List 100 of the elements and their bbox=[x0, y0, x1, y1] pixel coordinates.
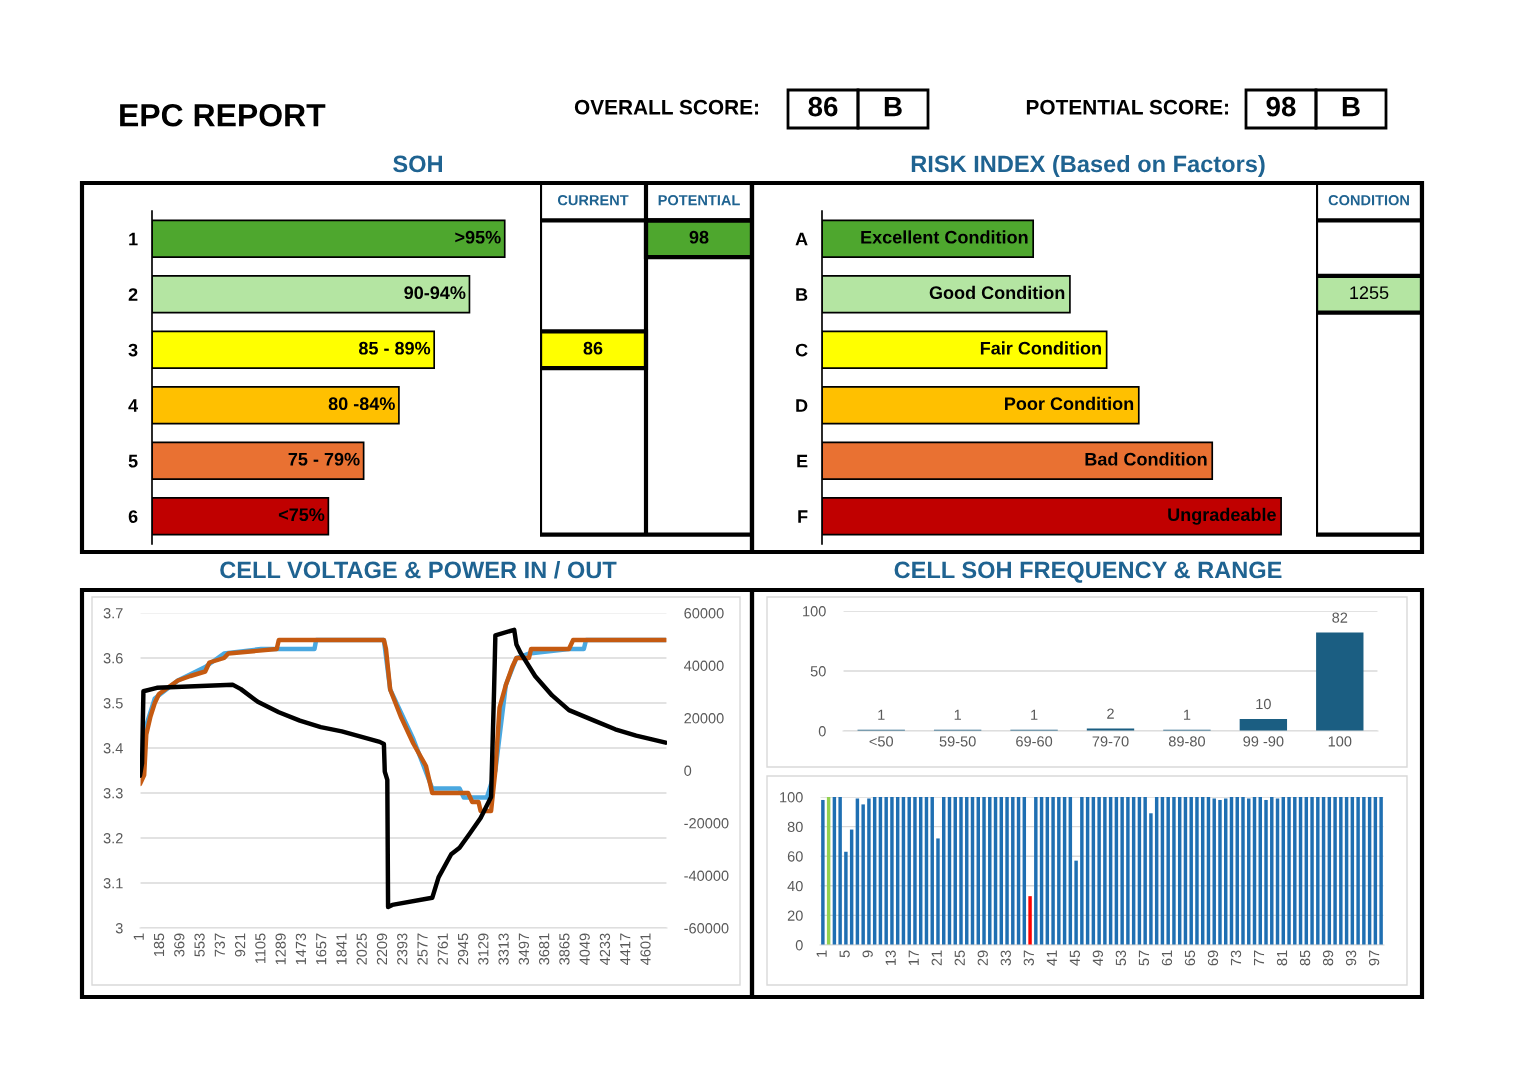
x-tick-label: 21 bbox=[931, 950, 942, 966]
y-tick-label: 2 bbox=[128, 288, 138, 301]
x-tick-label: 3497 bbox=[518, 933, 530, 965]
x-tick-label: 1289 bbox=[275, 933, 286, 965]
x-tick-label: 3681 bbox=[538, 933, 550, 965]
y-tick-label: D bbox=[796, 399, 808, 412]
text: B bbox=[884, 97, 902, 117]
y-tick-label: B bbox=[796, 288, 808, 301]
x-tick-label: 9 bbox=[862, 950, 873, 958]
x-tick-label: 79-70 bbox=[1092, 736, 1129, 747]
x-tick-label: 2393 bbox=[397, 933, 408, 965]
x-tick-label: 921 bbox=[234, 933, 246, 957]
x-tick-label: 57 bbox=[1138, 950, 1150, 966]
annotation: 90-94% bbox=[404, 286, 466, 300]
y-tick-label: 5 bbox=[128, 454, 138, 468]
text: 1255 bbox=[1350, 286, 1389, 300]
y-tick-label: 3.5 bbox=[103, 698, 123, 709]
x-tick-label: 33 bbox=[1000, 950, 1011, 966]
y-tick-label: 3.3 bbox=[103, 788, 123, 799]
y-tick-label: 60 bbox=[787, 851, 803, 862]
y2-tick-label: 40000 bbox=[684, 660, 724, 671]
y-tick-label: 50 bbox=[810, 666, 826, 677]
y-tick-label: 3.6 bbox=[103, 653, 123, 664]
chart-title: CELL VOLTAGE & POWER IN / OUT bbox=[220, 560, 617, 579]
chart-title: RISK INDEX (Based on Factors) bbox=[911, 155, 1265, 177]
x-tick-label: 2577 bbox=[417, 933, 428, 965]
y-tick-label: E bbox=[797, 454, 808, 468]
chart-title: CELL SOH FREQUENCY & RANGE bbox=[894, 561, 1282, 583]
x-tick-label: 41 bbox=[1046, 950, 1057, 966]
text: 86 bbox=[583, 341, 603, 355]
data-label: 1 bbox=[878, 709, 885, 720]
y-tick-label: 3 bbox=[128, 343, 138, 357]
x-tick-label: 2761 bbox=[437, 933, 448, 965]
y-tick-label: 6 bbox=[128, 510, 138, 523]
x-tick-label: 89-80 bbox=[1168, 736, 1206, 747]
x-tick-label: 49 bbox=[1092, 950, 1104, 966]
y-tick-label: 80 bbox=[787, 821, 803, 833]
x-tick-label: 53 bbox=[1115, 950, 1127, 966]
annotation: Good Condition bbox=[929, 285, 1065, 300]
data-label: 1 bbox=[1183, 709, 1191, 720]
y2-tick-label: -60000 bbox=[684, 923, 729, 934]
y-tick-label: 0 bbox=[818, 726, 826, 737]
x-tick-label: 4417 bbox=[620, 933, 631, 965]
annotation: >95% bbox=[455, 230, 501, 244]
x-tick-label: 4049 bbox=[579, 933, 590, 965]
x-tick-label: <50 bbox=[869, 736, 894, 747]
y-tick-label: 3.1 bbox=[103, 878, 123, 889]
y-tick-label: 1 bbox=[129, 232, 138, 246]
text: POTENTIAL bbox=[658, 195, 740, 206]
x-tick-label: 3313 bbox=[498, 933, 509, 965]
x-tick-label: 69 bbox=[1207, 950, 1219, 966]
annotation: 80 -84% bbox=[328, 397, 395, 411]
x-tick-label: 737 bbox=[214, 933, 225, 957]
text: B bbox=[1342, 97, 1360, 117]
x-tick-label: 13 bbox=[885, 950, 896, 965]
annotation: Ungradeable bbox=[1168, 507, 1276, 525]
x-tick-label: 97 bbox=[1368, 950, 1380, 966]
annotation: 75 - 79% bbox=[288, 452, 360, 466]
annotation: Fair Condition bbox=[980, 341, 1101, 355]
x-tick-label: 59-50 bbox=[939, 736, 976, 747]
data-label: 82 bbox=[1332, 612, 1348, 623]
data-label: 2 bbox=[1107, 708, 1114, 719]
x-tick-label: 3865 bbox=[559, 933, 570, 965]
x-tick-label: 17 bbox=[908, 950, 919, 965]
text: CONDITION bbox=[1328, 195, 1409, 206]
x-tick-label: 1657 bbox=[316, 933, 327, 965]
annotation: 85 - 89% bbox=[358, 341, 431, 355]
y2-tick-label: 20000 bbox=[684, 713, 724, 724]
data-label: 1 bbox=[954, 709, 961, 720]
x-tick-label: 2025 bbox=[356, 933, 367, 965]
y-tick-label: 20 bbox=[787, 910, 803, 921]
x-tick-label: 2945 bbox=[457, 933, 469, 965]
text: POTENTIAL SCORE: bbox=[1026, 99, 1228, 115]
x-tick-label: 185 bbox=[153, 933, 165, 957]
annotation: Bad Condition bbox=[1085, 452, 1207, 466]
x-tick-label: 4601 bbox=[640, 933, 651, 965]
text: CURRENT bbox=[557, 195, 629, 206]
y-tick-label: F bbox=[798, 510, 808, 523]
y-tick-label: 40 bbox=[787, 880, 803, 892]
data-label: 1 bbox=[1031, 709, 1038, 720]
x-tick-label: 73 bbox=[1230, 950, 1242, 966]
y-tick-label: 100 bbox=[780, 792, 803, 803]
x-tick-label: 89 bbox=[1322, 950, 1334, 966]
chart-title: SOH bbox=[393, 155, 442, 173]
y-tick-label: 3 bbox=[115, 923, 123, 934]
x-tick-label: 81 bbox=[1276, 950, 1288, 966]
y2-tick-label: -20000 bbox=[684, 818, 729, 829]
text: EPC REPORT bbox=[120, 103, 326, 127]
x-tick-label: 1473 bbox=[295, 933, 307, 965]
text: OVERALL SCORE: bbox=[574, 99, 758, 115]
y-tick-label: 3.4 bbox=[103, 743, 123, 754]
x-tick-label: 77 bbox=[1254, 950, 1265, 966]
x-tick-label: 29 bbox=[977, 950, 988, 966]
x-tick-label: 69-60 bbox=[1016, 736, 1053, 747]
annotation: <75% bbox=[278, 508, 325, 522]
text: 98 bbox=[689, 230, 709, 244]
y-tick-label: 3.2 bbox=[103, 833, 123, 844]
x-tick-label: 4233 bbox=[599, 933, 611, 965]
y2-tick-label: 0 bbox=[684, 765, 692, 776]
y-tick-label: 100 bbox=[803, 606, 826, 617]
